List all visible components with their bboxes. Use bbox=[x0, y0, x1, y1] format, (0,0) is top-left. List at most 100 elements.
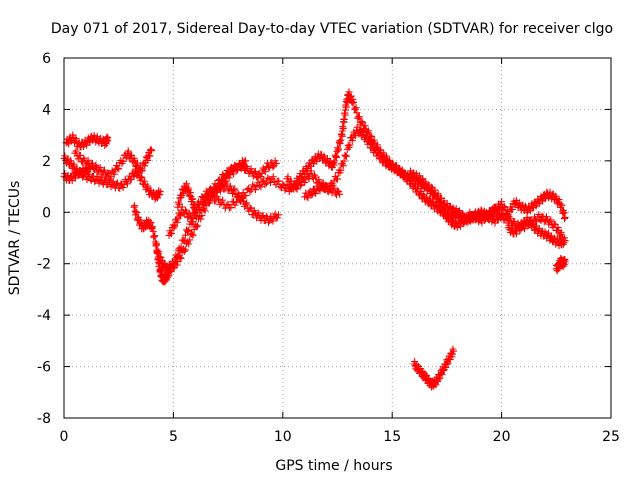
data-point bbox=[119, 157, 127, 165]
data-point bbox=[482, 208, 490, 216]
data-point bbox=[201, 199, 209, 207]
data-point bbox=[555, 196, 563, 204]
data-point bbox=[192, 223, 200, 231]
y-tick-label: -4 bbox=[37, 308, 51, 324]
data-point bbox=[264, 174, 272, 182]
data-point bbox=[546, 218, 554, 226]
data-point bbox=[436, 202, 444, 210]
data-point bbox=[233, 166, 241, 174]
data-point bbox=[498, 198, 506, 206]
data-point bbox=[225, 170, 233, 178]
data-point bbox=[169, 221, 177, 229]
data-point bbox=[85, 163, 93, 171]
data-point bbox=[250, 169, 258, 177]
data-point bbox=[335, 145, 343, 153]
data-point bbox=[151, 232, 159, 240]
data-point bbox=[116, 184, 124, 192]
axis-ticks: 0 5 10 15 20 25 -8 -6 -4 -2 0 2 4 6 bbox=[37, 51, 620, 445]
y-tick-label: 2 bbox=[42, 154, 51, 170]
data-point bbox=[173, 218, 181, 226]
chart-title: Day 071 of 2017, Sidereal Day-to-day VTE… bbox=[51, 21, 613, 37]
data-point bbox=[115, 165, 123, 173]
data-point bbox=[193, 222, 201, 230]
data-point bbox=[361, 122, 369, 130]
data-point bbox=[541, 195, 549, 203]
data-point bbox=[337, 166, 345, 174]
data-point bbox=[157, 253, 165, 261]
data-point bbox=[323, 154, 331, 162]
series-track-d bbox=[60, 163, 94, 185]
series-track-q bbox=[410, 345, 457, 391]
data-point bbox=[340, 115, 348, 123]
data-point bbox=[308, 190, 316, 198]
data-point bbox=[179, 236, 187, 244]
data-point bbox=[209, 192, 217, 200]
data-point bbox=[443, 199, 451, 207]
data-point bbox=[251, 186, 259, 194]
data-point bbox=[174, 253, 182, 261]
series-track-f bbox=[154, 157, 280, 275]
data-point bbox=[449, 347, 457, 355]
data-point bbox=[141, 162, 149, 170]
data-point bbox=[526, 216, 534, 224]
data-point bbox=[368, 141, 376, 149]
data-point bbox=[340, 157, 348, 165]
data-point bbox=[424, 184, 432, 192]
data-point bbox=[371, 144, 379, 152]
data-point bbox=[512, 230, 520, 238]
data-point bbox=[181, 246, 189, 254]
data-point bbox=[198, 212, 206, 220]
data-point bbox=[312, 189, 320, 197]
data-point bbox=[434, 195, 442, 203]
data-point bbox=[430, 191, 438, 199]
data-point bbox=[222, 180, 230, 188]
data-point bbox=[95, 179, 103, 187]
data-point bbox=[349, 95, 357, 103]
data-point bbox=[502, 212, 510, 220]
data-point bbox=[257, 183, 265, 191]
data-point bbox=[307, 167, 315, 175]
series-track-o bbox=[504, 214, 569, 250]
data-point bbox=[544, 229, 552, 237]
data-point bbox=[337, 136, 345, 144]
data-point bbox=[189, 195, 197, 203]
data-point bbox=[398, 166, 406, 174]
data-point bbox=[104, 169, 112, 177]
data-point bbox=[133, 209, 141, 217]
data-points bbox=[60, 88, 569, 391]
data-point bbox=[336, 190, 344, 198]
data-point bbox=[386, 160, 394, 168]
data-point bbox=[230, 186, 238, 194]
y-tick-label: -8 bbox=[37, 411, 51, 427]
data-point bbox=[83, 176, 91, 184]
data-point bbox=[173, 253, 181, 261]
y-axis-label: SDTVAR / TECUs bbox=[7, 181, 23, 296]
data-point bbox=[257, 173, 265, 181]
data-point bbox=[550, 234, 558, 242]
data-point bbox=[269, 163, 277, 171]
data-point bbox=[427, 187, 435, 195]
data-point bbox=[124, 147, 132, 155]
data-point bbox=[421, 178, 429, 186]
data-point bbox=[148, 147, 156, 155]
y-tick-label: -6 bbox=[37, 360, 51, 376]
data-point bbox=[140, 177, 148, 185]
data-point bbox=[219, 171, 227, 179]
data-point bbox=[274, 211, 282, 219]
data-point bbox=[177, 243, 185, 251]
data-point bbox=[242, 157, 250, 165]
data-point bbox=[237, 165, 245, 173]
data-point bbox=[242, 192, 250, 200]
data-point bbox=[119, 184, 127, 192]
data-point bbox=[506, 214, 514, 222]
data-point bbox=[258, 169, 266, 177]
data-point bbox=[262, 179, 270, 187]
data-point bbox=[380, 154, 388, 162]
data-point bbox=[144, 182, 152, 190]
data-point bbox=[353, 109, 361, 117]
data-point bbox=[259, 212, 267, 220]
data-point bbox=[231, 185, 239, 193]
data-point bbox=[152, 241, 160, 249]
data-point bbox=[156, 188, 164, 196]
data-point bbox=[246, 204, 254, 212]
